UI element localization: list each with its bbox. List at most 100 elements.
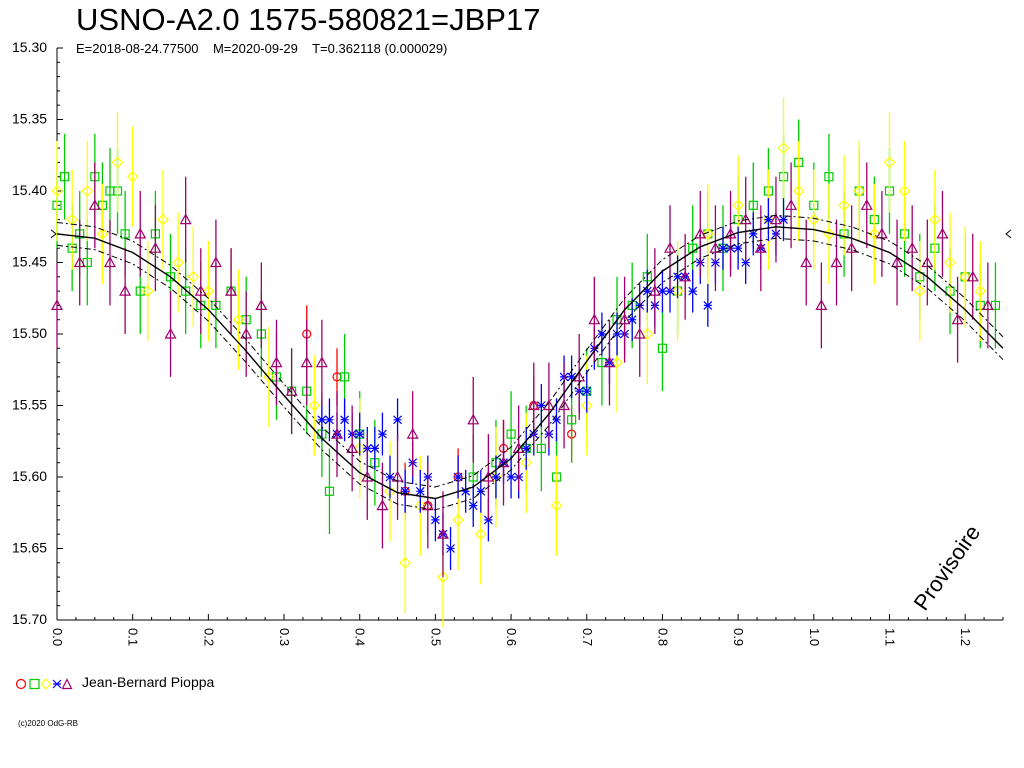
data-point-triangle [225, 284, 238, 296]
data-point-star [453, 472, 463, 482]
data-point-triangle [709, 241, 722, 253]
data-point-triangle [50, 299, 64, 310]
data-point-star [582, 386, 592, 396]
data-point-diamond [913, 285, 926, 297]
x-tick-label: 1.0 [807, 628, 822, 646]
data-point-diamond [474, 528, 487, 541]
data-point-triangle [588, 313, 601, 325]
provisional-annotation: Provisoire [909, 520, 986, 614]
legend-diamond-icon [40, 678, 52, 690]
data-point-triangle [194, 284, 207, 296]
data-point-triangle [754, 241, 767, 253]
data-point-triangle [421, 499, 434, 511]
data-point-triangle [618, 313, 631, 325]
x-tick-label: 0.6 [504, 628, 519, 646]
fit-upper-band [56, 214, 1004, 488]
data-point-diamond [929, 213, 941, 226]
data-point-diamond [550, 499, 563, 512]
y-tick-label: 15.60 [12, 468, 47, 484]
data-point-triangle [512, 442, 525, 453]
data-point-triangle [906, 241, 919, 253]
data-point-triangle [285, 384, 298, 396]
data-point-triangle [240, 327, 253, 339]
data-point-square [567, 415, 577, 425]
data-point-diamond [792, 185, 805, 197]
y-tick-label: 15.40 [12, 182, 47, 198]
mean-marker-left [50, 229, 57, 239]
y-tick-label: 15.55 [12, 397, 47, 413]
data-point-star [552, 415, 561, 425]
x-tick-label: 0.2 [201, 628, 216, 646]
x-tick-label: 0.3 [277, 628, 292, 646]
legend-square-icon [29, 678, 40, 690]
data-point-diamond [308, 399, 321, 412]
y-tick-label: 15.50 [12, 325, 47, 341]
x-tick-label: 0.4 [353, 628, 368, 646]
data-point-star [340, 415, 350, 425]
data-point-triangle [482, 470, 495, 482]
data-point-diamond [974, 285, 987, 297]
data-point-star [415, 486, 425, 496]
data-point-star [370, 443, 380, 453]
data-point-triangle [800, 256, 813, 268]
data-point-diamond [701, 228, 714, 240]
data-point-star [476, 486, 486, 496]
data-point-square [82, 257, 92, 268]
data-point-star [317, 415, 327, 425]
data-point-triangle [815, 299, 828, 310]
data-point-diamond [126, 170, 139, 183]
y-tick-label: 15.35 [12, 111, 47, 127]
legend-triangle-icon [61, 678, 73, 690]
data-point-square [468, 472, 478, 482]
data-point-star [355, 429, 365, 439]
data-point-square [748, 200, 758, 210]
data-point-triangle [663, 241, 677, 253]
data-point-square [324, 486, 335, 496]
x-tick-label: 0.9 [731, 628, 746, 646]
data-point-triangle [164, 327, 177, 339]
copyright-note: (c)2020 OdG-RB [18, 719, 79, 728]
data-point-diamond [437, 571, 449, 583]
data-point-square [990, 300, 1001, 310]
data-point-diamond [611, 356, 623, 369]
data-point-star [468, 501, 478, 511]
x-tick-label: 0.5 [428, 628, 443, 646]
data-point-triangle [921, 256, 934, 268]
data-point-triangle [119, 284, 132, 296]
data-point-triangle [436, 527, 449, 539]
data-point-square [824, 172, 834, 182]
fit-curve [56, 226, 1004, 500]
data-point-triangle [73, 256, 86, 268]
data-point-triangle [830, 256, 843, 268]
data-point-triangle [88, 199, 101, 210]
data-point-triangle [527, 399, 540, 411]
data-point-triangle [315, 356, 328, 368]
data-point-diamond [141, 285, 154, 297]
data-point-square [135, 286, 145, 296]
mean-marker-right [1005, 229, 1012, 239]
data-point-star [506, 472, 516, 482]
data-point-diamond [732, 199, 744, 212]
data-point-star [377, 429, 387, 439]
data-point-triangle [558, 399, 571, 411]
data-point-triangle [300, 356, 313, 368]
data-point-diamond [868, 228, 881, 240]
data-point-diamond [777, 142, 790, 154]
data-point-diamond [944, 256, 956, 269]
data-point-triangle [209, 256, 222, 268]
data-point-star [703, 300, 713, 310]
x-tick-label: 0.1 [126, 628, 141, 646]
data-point-triangle [633, 327, 646, 339]
data-point-triangle [330, 427, 344, 439]
data-point-diamond [641, 328, 654, 340]
data-point-diamond [263, 371, 275, 383]
data-point-diamond [807, 213, 820, 226]
data-point-star [430, 515, 440, 525]
data-point-triangle [270, 356, 283, 368]
data-point-triangle [981, 299, 994, 310]
data-point-diamond [883, 156, 896, 169]
legend-star-icon [52, 679, 62, 689]
data-point-star [688, 286, 698, 296]
data-point-triangle [467, 413, 480, 425]
